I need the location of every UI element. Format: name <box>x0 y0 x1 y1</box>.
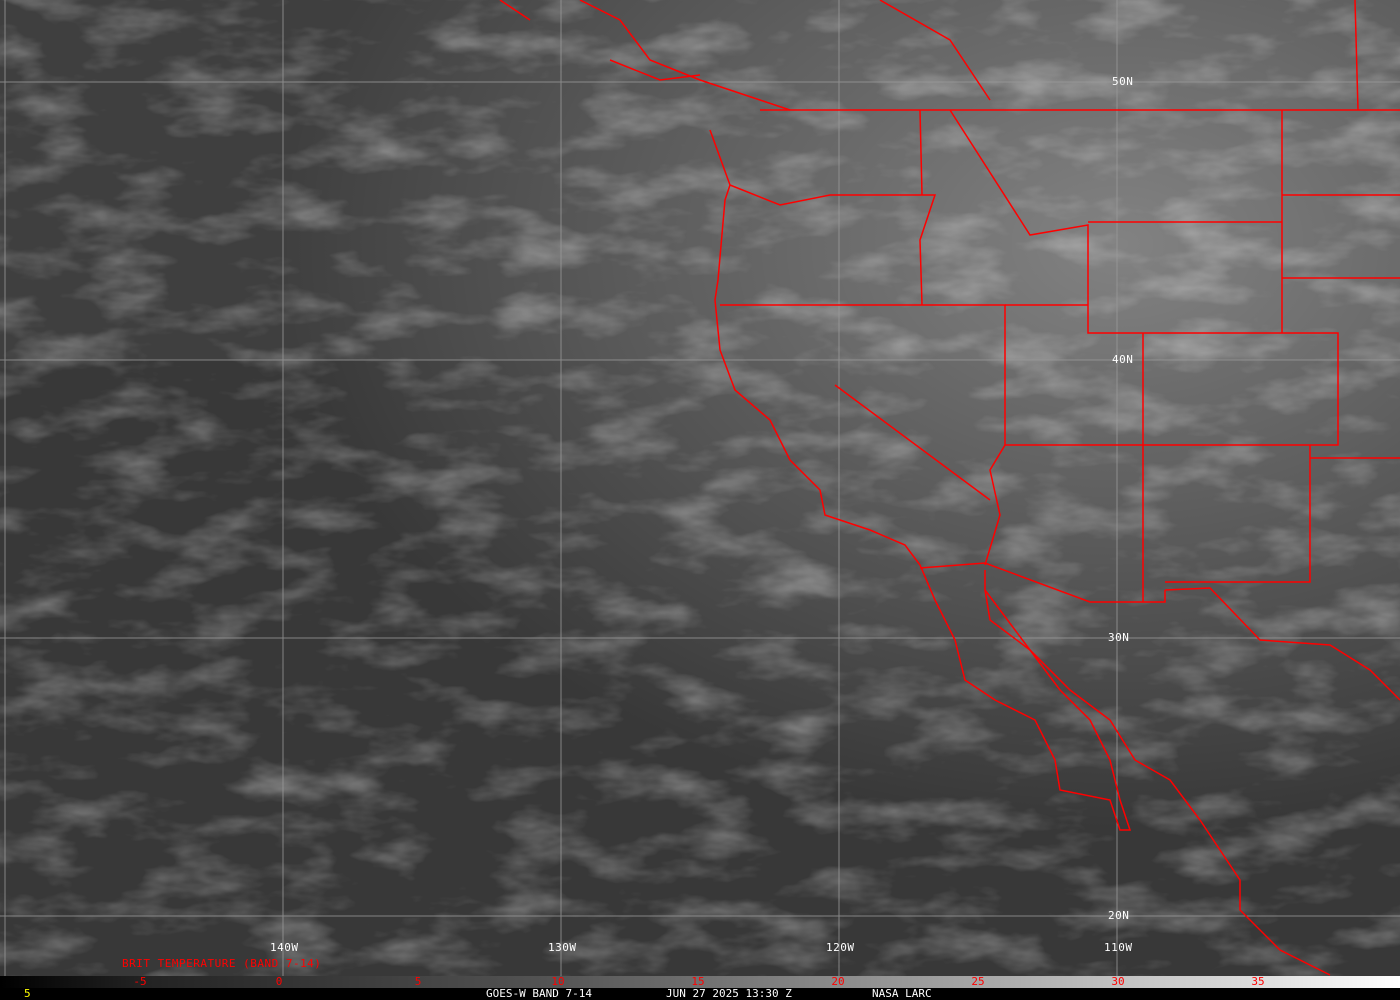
lat-label-50n: 50N <box>1112 75 1134 88</box>
lon-label-120w: 120W <box>826 941 855 954</box>
lon-label-140w: 140W <box>270 941 299 954</box>
datetime: JUN 27 2025 13:30 Z <box>666 987 792 1000</box>
political-boundaries <box>499 0 1400 976</box>
lat-label-40n: 40N <box>1112 353 1134 366</box>
colorbar-tick: 10 <box>551 975 565 988</box>
lat-label-20n: 20N <box>1108 909 1130 922</box>
footer-bar: 5 GOES-W BAND 7-14 JUN 27 2025 13:30 Z N… <box>0 987 1400 1000</box>
satellite-band: GOES-W BAND 7-14 <box>486 987 592 1000</box>
lon-label-110w: 110W <box>1104 941 1133 954</box>
lat-label-30n: 30N <box>1108 631 1130 644</box>
corner-label: 5 <box>24 987 31 1000</box>
colorbar-tick: -5 <box>133 975 147 988</box>
lon-label-130w: 130W <box>548 941 577 954</box>
colorbar-tick: 25 <box>971 975 985 988</box>
lat-lon-grid <box>0 0 1400 976</box>
colorbar-tick: 35 <box>1251 975 1265 988</box>
colorbar-tick: 30 <box>1111 975 1125 988</box>
colorbar-tick: 15 <box>691 975 705 988</box>
colorbar: -5 0 5 10 15 20 25 30 35 <box>0 975 1400 988</box>
source: NASA LARC <box>872 987 932 1000</box>
colorbar-tick: 5 <box>414 975 422 988</box>
satellite-imagery <box>0 0 1400 976</box>
product-title: BRIT TEMPERATURE (BAND 7-14) <box>122 957 322 970</box>
colorbar-tick: 0 <box>275 975 283 988</box>
colorbar-tick: 20 <box>831 975 845 988</box>
